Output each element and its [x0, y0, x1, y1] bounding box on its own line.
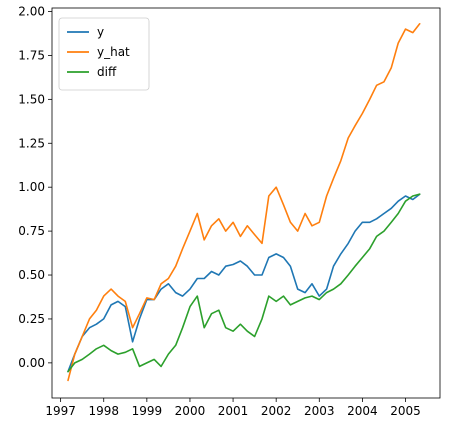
legend-label-diff: diff: [97, 65, 117, 79]
y-tick-label: 0.00: [18, 356, 45, 370]
legend-label-y: y: [97, 25, 104, 39]
series-line-y-hat: [67, 22, 421, 382]
y-tick-label: 0.50: [18, 268, 45, 282]
y-axis: 0.00 0.25 0.50 0.75 1.00 1.25 1.50 1.75 2.00: [18, 5, 52, 370]
series-line-y: [67, 193, 421, 373]
series-line-diff: [67, 193, 421, 373]
x-tick-label: 2003: [304, 404, 335, 418]
x-tick-label: 2005: [390, 404, 421, 418]
x-tick-label: 1998: [88, 404, 119, 418]
y-tick-label: 2.00: [18, 5, 45, 19]
y-tick-label: 0.75: [18, 224, 45, 238]
x-tick-label: 2001: [218, 404, 249, 418]
y-tick-label: 1.00: [18, 180, 45, 194]
x-tick-label: 2004: [347, 404, 378, 418]
y-tick-label: 1.25: [18, 136, 45, 150]
x-tick-label: 2002: [261, 404, 292, 418]
x-axis: 1997 1998 1999 2000 2001 2002 2003 2004 2005: [45, 398, 421, 418]
axes-frame: [51, 7, 441, 399]
legend-label-y-hat: y_hat: [97, 45, 130, 59]
x-tick-label: 1997: [45, 404, 76, 418]
x-tick-label: 2000: [175, 404, 206, 418]
series-layer: [67, 22, 421, 382]
x-tick-label: 1999: [132, 404, 163, 418]
y-tick-label: 1.50: [18, 92, 45, 106]
y-tick-label: 1.75: [18, 48, 45, 62]
y-tick-label: 0.25: [18, 312, 45, 326]
